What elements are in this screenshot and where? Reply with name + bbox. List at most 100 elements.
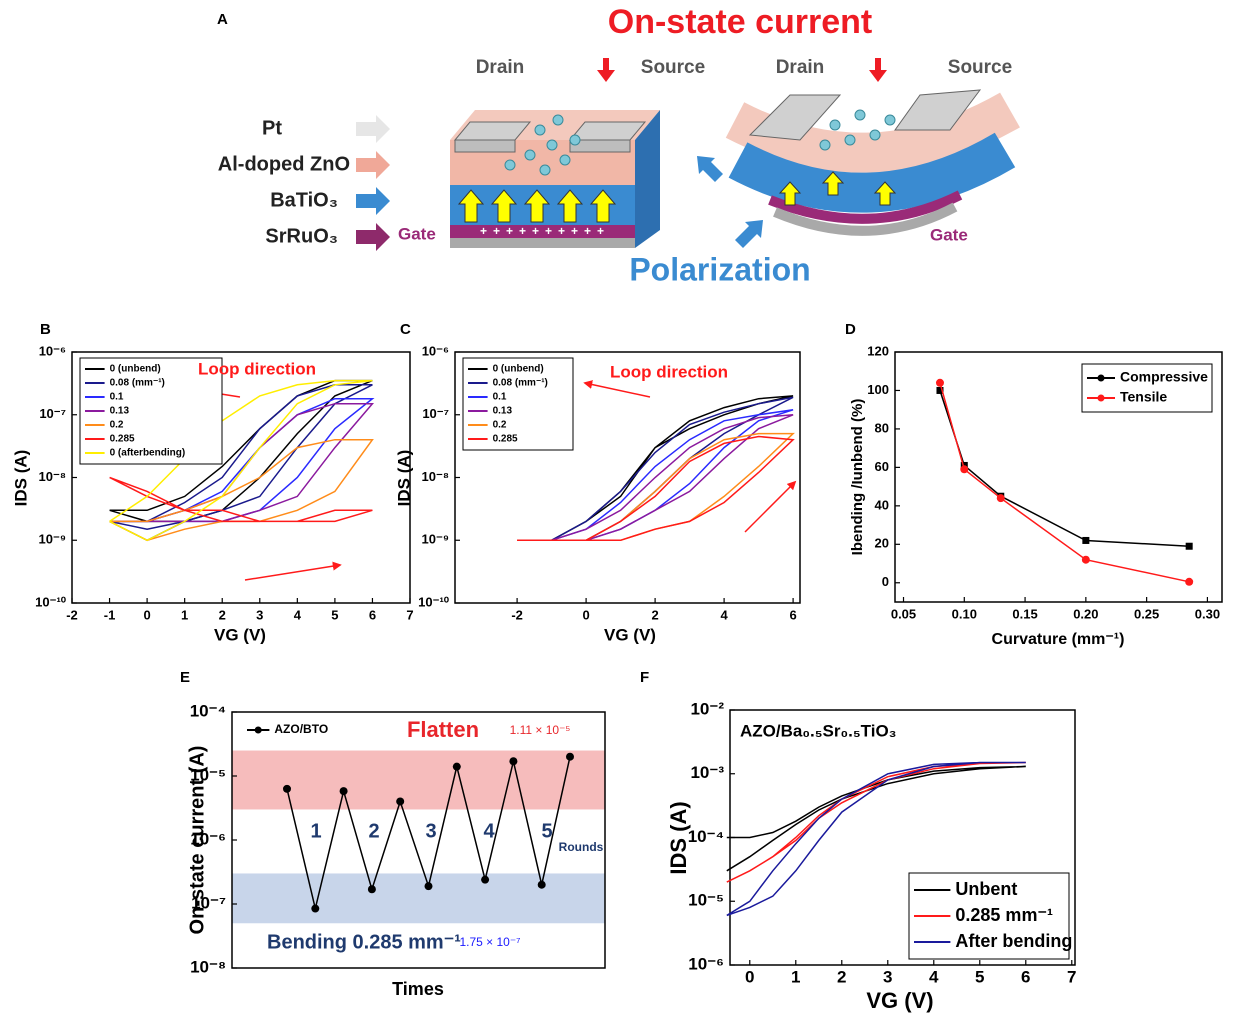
chart-panel: F 10⁻⁶ 10⁻⁵ 10⁻⁴ 10⁻³ 10⁻² 0 1 2 3 4 5 6 7 VG (V) IDS (… <box>640 669 1077 1013</box>
source-label: Source <box>948 57 1012 78</box>
annotation: 1.11 × 10⁻⁵ <box>510 723 571 737</box>
x-tick-label: 6 <box>1021 967 1030 986</box>
legend-label: 0.08 (mm⁻¹) <box>110 378 165 389</box>
legend-label: 0.285 <box>493 434 518 445</box>
band <box>232 750 605 810</box>
legend-box <box>1081 363 1213 413</box>
annotation: Loop direction <box>610 362 728 381</box>
legend-label: Tensile <box>1120 389 1167 405</box>
legend-label: 0.13 <box>110 406 130 417</box>
x-tick-label: 5 <box>975 967 984 986</box>
source-label: Source <box>641 57 705 78</box>
chart-panel: E 10⁻⁸ 10⁻⁷ 10⁻⁶ 10⁻⁵ 10⁻⁴ Times On-state curre… <box>180 669 606 999</box>
layer-label: Al-doped ZnO <box>218 153 350 175</box>
point <box>367 885 376 894</box>
y-axis-label: Ibending /Iunbend (%) <box>849 399 866 556</box>
y-tick-label: 40 <box>875 497 889 512</box>
x-tick-label: 4 <box>929 967 939 986</box>
x-axis-label: VG (V) <box>214 625 266 644</box>
legend-label: 0.13 <box>493 406 513 417</box>
x-tick-label: 7 <box>1067 967 1076 986</box>
annotation: Rounds <box>559 840 604 854</box>
x-tick-label: 5 <box>331 607 338 622</box>
y-axis-label: IDS (A) <box>11 450 30 507</box>
annotation: 1 <box>310 820 321 842</box>
series-line <box>109 476 373 523</box>
series-line <box>726 765 1026 872</box>
legend-marker <box>1097 374 1105 382</box>
x-tick-label: 4 <box>720 607 728 622</box>
y-tick-label: 0 <box>882 574 889 589</box>
series-line <box>939 382 1190 583</box>
annotation: 5 <box>541 820 552 842</box>
legend-label: 0.1 <box>110 392 124 403</box>
y-tick-label: 10⁻⁶ <box>39 343 66 358</box>
gate-label: Gate <box>398 224 436 243</box>
y-tick-label: 100 <box>867 382 889 397</box>
x-tick-label: 0.15 <box>1012 606 1037 621</box>
annotation: 1.75 × 10⁻⁷ <box>459 935 520 949</box>
diagram-subtitle: Polarization <box>629 251 810 287</box>
point <box>481 875 490 884</box>
point <box>283 784 291 793</box>
point <box>452 762 461 771</box>
chart-panel: D 0 20 40 60 80 100 120 0.05 0.10 0.15 0.20 0.25 0.30… <box>845 321 1223 648</box>
chart-panel: C 10⁻¹⁰ 10⁻⁹ 10⁻⁸ 10⁻⁷ 10⁻⁶ -2 0 2 4 6 VG (V) IDS (A… <box>394 321 801 644</box>
x-tick-label: -1 <box>104 607 116 622</box>
x-tick-label: 0.25 <box>1134 606 1159 621</box>
x-tick-label: 2 <box>837 967 846 986</box>
legend-label: 0.2 <box>493 420 507 431</box>
x-axis-label: VG (V) <box>866 988 933 1013</box>
x-tick-label: 1 <box>181 607 188 622</box>
legend-label: AZO/BTO <box>274 722 328 736</box>
annotation: 3 <box>425 820 436 842</box>
point <box>1185 577 1194 586</box>
series-line <box>517 414 794 542</box>
x-tick-label: 0.30 <box>1195 606 1220 621</box>
point <box>424 882 433 891</box>
chart-panel: B 10⁻¹⁰ 10⁻⁹ 10⁻⁸ 10⁻⁷ 10⁻⁶ -2 -1 0 1 2 3 4 5 6 7 VG (V)… <box>11 321 413 645</box>
legend-label: 0.285 mm⁻¹ <box>955 905 1053 925</box>
y-tick-label: 10⁻⁸ <box>39 469 66 484</box>
y-tick-label: 10⁻⁹ <box>39 532 67 547</box>
point <box>1082 536 1090 544</box>
x-tick-label: 2 <box>651 607 658 622</box>
layer-label: Pt <box>262 117 282 139</box>
y-axis-label: IDS (A) <box>394 450 413 507</box>
y-tick-label: 20 <box>875 536 889 551</box>
x-tick-label: 0.20 <box>1073 606 1098 621</box>
drain-label: Drain <box>776 57 825 78</box>
y-tick-label: 10⁻⁶ <box>422 343 449 358</box>
annotation: AZO/Ba₀.₅Sr₀.₅TiO₃ <box>740 721 897 740</box>
x-tick-label: 0 <box>143 607 150 622</box>
panel-label: A <box>217 11 228 28</box>
plot-frame <box>894 351 1223 603</box>
point <box>996 494 1005 503</box>
y-tick-label: 10⁻¹⁰ <box>418 594 450 609</box>
legend-label: Compressive <box>1120 369 1208 385</box>
point <box>935 378 944 387</box>
x-tick-label: 6 <box>369 607 376 622</box>
y-tick-label: 60 <box>875 459 889 474</box>
y-tick-label: 10⁻⁸ <box>422 469 449 484</box>
series-line <box>109 384 373 530</box>
point <box>936 386 944 394</box>
y-tick-label: 10⁻⁸ <box>190 957 226 976</box>
x-tick-label: 0.05 <box>891 606 916 621</box>
y-tick-label: 10⁻² <box>690 699 724 718</box>
x-tick-label: 3 <box>256 607 263 622</box>
annotation: 4 <box>483 820 495 842</box>
x-tick-label: 7 <box>406 607 413 622</box>
legend-label: Unbent <box>955 879 1017 899</box>
y-tick-label: 10⁻⁷ <box>422 406 449 421</box>
point <box>509 757 518 766</box>
y-tick-label: 10⁻⁵ <box>688 891 724 910</box>
y-tick-label: 10⁻⁵ <box>190 765 226 784</box>
panel-label: C <box>400 321 411 338</box>
annotation: 2 <box>368 820 379 842</box>
series-line <box>939 390 1190 547</box>
series-line <box>109 438 374 542</box>
x-tick-label: 6 <box>789 607 796 622</box>
panel-label: B <box>40 321 51 338</box>
